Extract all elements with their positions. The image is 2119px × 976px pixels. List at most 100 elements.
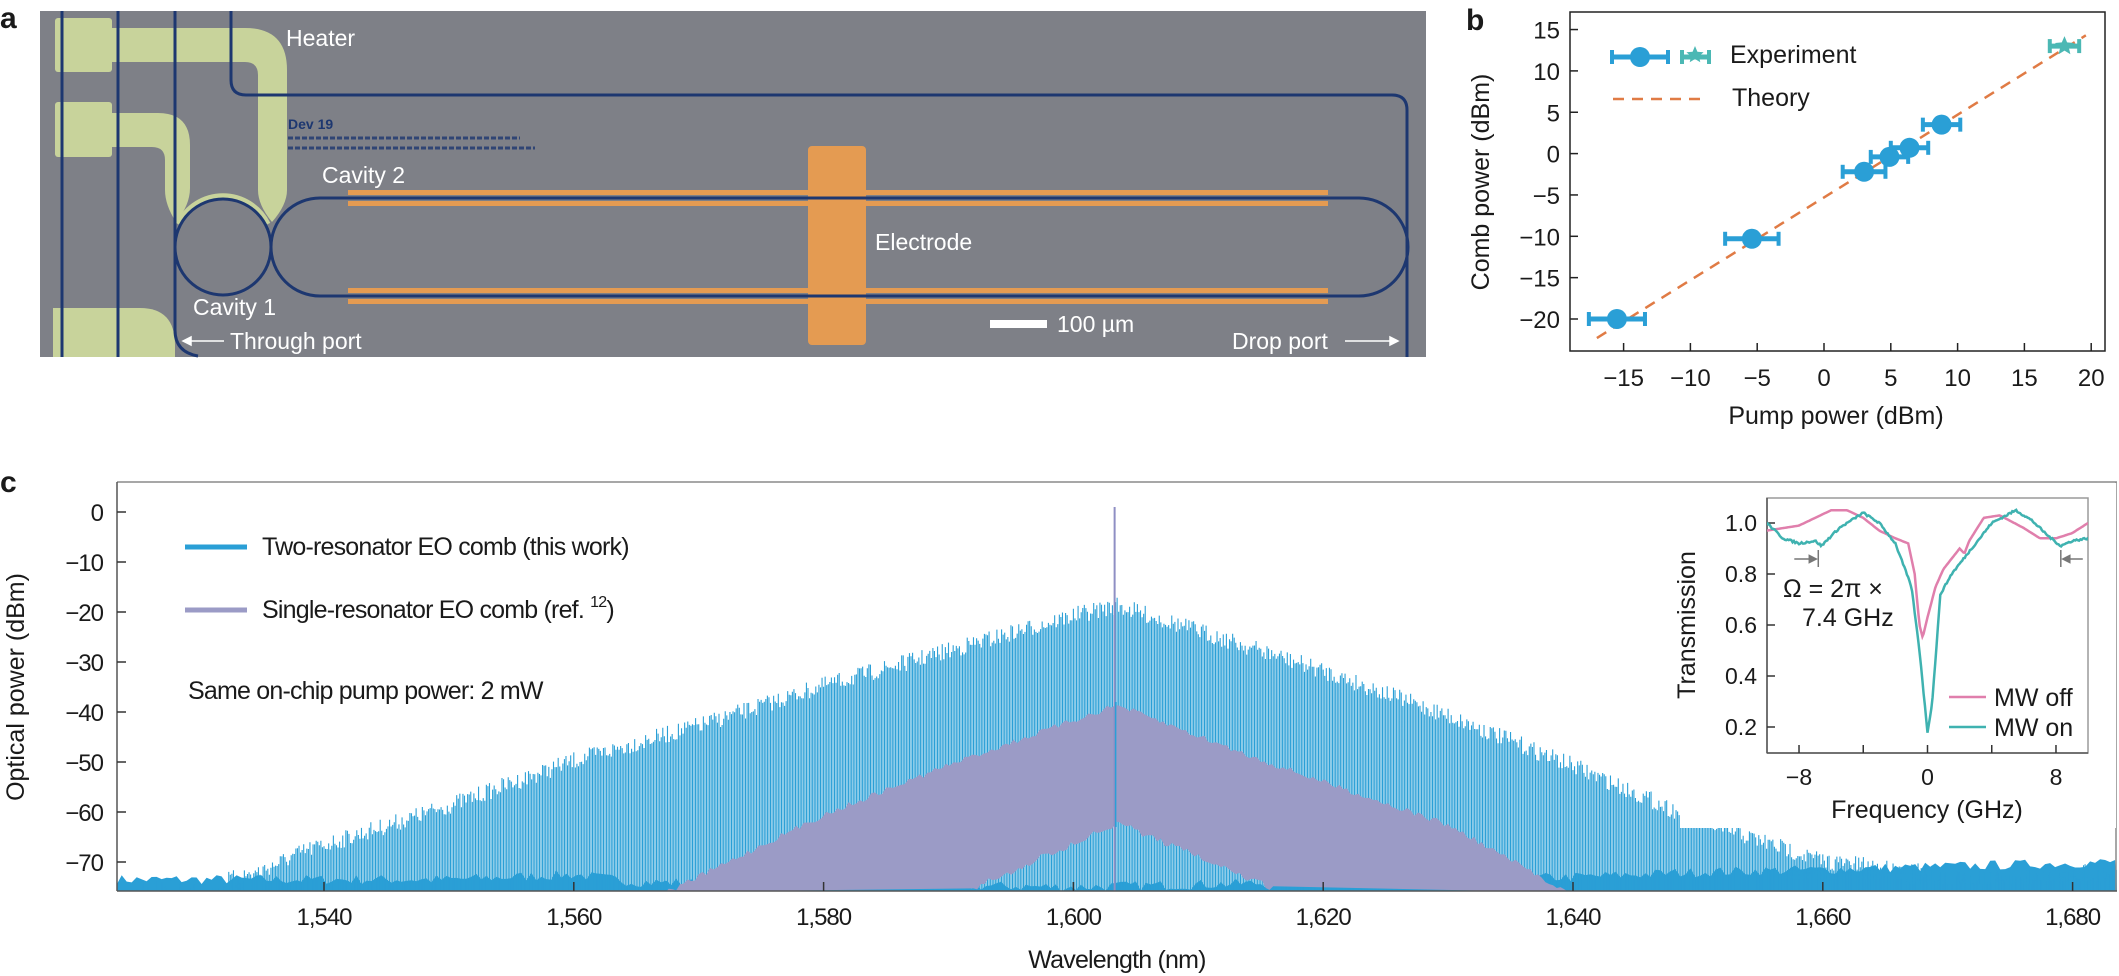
data-point (2047, 36, 2082, 55)
x-tick-label: −15 (1603, 365, 1644, 392)
point-marker (1741, 228, 1762, 249)
point-marker (1879, 146, 1900, 167)
annotation-pump-power: Same on-chip pump power: 2 mW (188, 677, 544, 705)
x-tick-label: 1,540 (296, 904, 352, 931)
x-tick-label: 10 (1944, 365, 1971, 392)
point-marker (1854, 161, 1875, 182)
legend-single-resonator: Single-resonator EO comb (ref. 12) (262, 594, 614, 624)
legend-theory: Theory (1732, 84, 1810, 112)
y-tick-label: 10 (1533, 59, 1560, 86)
legend-reference-superscript: 12 (590, 594, 607, 611)
legend-single-resonator-name: Single-resonator EO comb (ref. (262, 596, 590, 624)
x-tick-label: 5 (1884, 365, 1897, 392)
x-tick-label: 1,600 (1046, 904, 1102, 931)
y-axis-label: Optical power (dBm) (2, 573, 30, 801)
data-point (1888, 137, 1931, 158)
scale-bar-label: 100 µm (1057, 311, 1134, 337)
label-heater: Heater (286, 25, 355, 51)
inset-x-tick-label: 8 (2050, 764, 2063, 790)
y-tick-label: 15 (1533, 18, 1560, 45)
y-tick-label: −40 (65, 700, 103, 727)
x-tick-label: 1,580 (796, 904, 852, 931)
comb-power-plot: −15 −10 −5 0 5 10 15 20 −20 −15 −10 −5 0 5 10 15 Pump po… (1467, 11, 2106, 430)
legend-two-resonator: Two-resonator EO comb (this work) (262, 533, 629, 561)
chip-text: Dev 19 (288, 116, 333, 132)
spectrum-plot: 1,540 1,560 1,580 1,600 1,620 1,640 1,660 1,680… (2, 481, 2117, 974)
label-electrode: Electrode (875, 229, 972, 255)
x-tick-label: 15 (2011, 365, 2038, 392)
legend: Experiment Theory (1610, 41, 1856, 112)
legend-star-marker (1686, 46, 1704, 63)
x-axis-label: Wavelength (nm) (1028, 946, 1205, 974)
inset-x-tick-label: −8 (1786, 764, 1812, 790)
y-tick-label: 0 (1547, 142, 1560, 169)
mw-off-series (1767, 509, 2088, 641)
heater-arc (175, 193, 271, 226)
x-tick-label: −10 (1670, 365, 1711, 392)
scale-bar (990, 320, 1047, 328)
label-cavity-1: Cavity 1 (193, 294, 276, 320)
y-tick-label: −15 (1519, 266, 1560, 293)
waveguides (60, 11, 1410, 358)
inset-y-tick-label: 1.0 (1725, 510, 1757, 536)
legend: Two-resonator EO comb (this work) Single-… (185, 533, 630, 624)
label-through-port: Through port (230, 328, 362, 354)
x-tick-label: −5 (1744, 365, 1771, 392)
x-tick-label: 0 (1817, 365, 1830, 392)
x-tick-label: 20 (2078, 365, 2105, 392)
electrode-pad (808, 146, 866, 345)
y-tick-label: −60 (65, 800, 103, 827)
label-drop-port: Drop port (1232, 328, 1328, 354)
inset-y-tick-label: 0.4 (1725, 663, 1757, 689)
y-tick-label: 0 (91, 500, 104, 527)
y-tick-label: −10 (65, 550, 103, 577)
inset-annotation-frequency: 7.4 GHz (1802, 604, 1894, 632)
y-tick-label: −20 (1519, 307, 1560, 334)
x-tick-label: 1,560 (546, 904, 602, 931)
data-point (1920, 114, 1963, 135)
legend-mw-on: MW on (1994, 714, 2073, 742)
data-point (1840, 161, 1888, 182)
inset-y-axis-label: Transmission (1673, 551, 1701, 699)
point-marker-star (2055, 36, 2074, 55)
panel-label-b: b (1466, 4, 1484, 37)
legend-single-resonator-close: ) (606, 596, 614, 624)
mw-on-series (1767, 508, 2088, 733)
data-point (1723, 228, 1781, 249)
panel-label-a: a (0, 2, 17, 35)
through-port-arrow (181, 335, 224, 347)
cavity-2-racetrack (269, 196, 1410, 298)
inset-y-tick-label: 0.2 (1725, 714, 1757, 740)
drop-port-arrow (1345, 335, 1400, 347)
label-cavity-2: Cavity 2 (322, 162, 405, 188)
point-marker (1606, 309, 1627, 329)
data-point (1586, 309, 1647, 329)
y-tick-label: −5 (1533, 183, 1560, 210)
y-tick-label: −50 (65, 750, 103, 777)
panel-label-c: c (0, 466, 17, 499)
y-tick-label: −70 (65, 850, 103, 877)
theory-line (1596, 34, 2087, 340)
legend-mw-off: MW off (1994, 684, 2073, 712)
x-axis-label: Pump power (dBm) (1728, 402, 1943, 430)
legend-circle-marker (1630, 47, 1650, 67)
x-tick-label: 1,680 (2045, 904, 2101, 931)
y-tick-label: −30 (65, 650, 103, 677)
sideband-markers (1794, 550, 2083, 567)
y-tick-label: −20 (65, 600, 103, 627)
y-tick-label: 5 (1547, 100, 1560, 127)
y-tick-label: −10 (1519, 224, 1560, 251)
legend-experiment: Experiment (1730, 41, 1856, 69)
x-tick-label: 1,660 (1795, 904, 1851, 931)
inset-x-tick-label: 0 (1921, 764, 1934, 790)
point-marker (1931, 114, 1952, 135)
x-tick-label: 1,620 (1296, 904, 1352, 931)
single-resonator-comb-series (666, 705, 1567, 891)
plot-frame (1569, 11, 2106, 352)
inset-x-axis-label: Frequency (GHz) (1831, 796, 2023, 824)
device-micrograph: Dev 19 Heater Cavity 2 Cavity 1 Electrod… (40, 11, 1426, 358)
transmission-inset: −8 0 8 0.2 0.4 0.6 0.8 1.0 Frequency (GHz) Transm… (1673, 483, 2116, 828)
point-marker (1899, 137, 1920, 158)
